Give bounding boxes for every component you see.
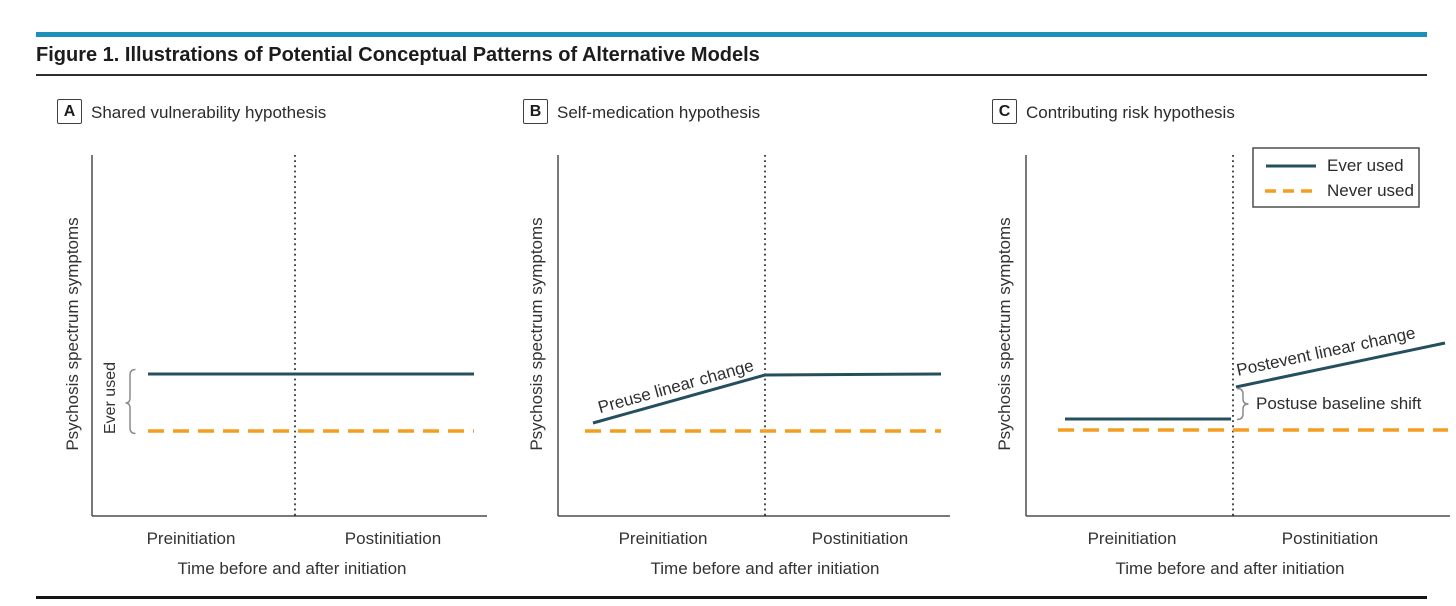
legend-box [1252,147,1420,208]
panel-c-y-axis-label: Psychosis spectrum symptoms [995,217,1014,451]
panel-b-plot [557,155,950,517]
panel-a-bracket-label: Ever used [102,361,119,435]
panel-a-ever-used-brace [125,368,136,435]
panel-a-y-axis-label: Psychosis spectrum symptoms [63,217,82,451]
panel-a-tick-preinitiation: Preinitiation [146,529,236,548]
panel-b-letter-box: B [523,99,548,124]
figure-title: Figure 1. Illustrations of Potential Con… [36,44,760,66]
panel-a-x-axis-label: Time before and after initiation [177,559,407,578]
bottom-divider [36,596,1427,599]
panel-b-tick-postinitiation: Postinitiation [811,529,909,548]
panel-c-x-axis-label: Time before and after initiation [1115,559,1345,578]
panel-c-ever-used-post-line [1235,341,1446,389]
panel-a-tick-postinitiation: Postinitiation [344,529,442,548]
panel-b-y-axis-label: Psychosis spectrum symptoms [527,217,546,451]
panel-b-tick-preinitiation: Preinitiation [618,529,708,548]
panel-c-plot [1025,147,1450,517]
panel-c-tick-postinitiation: Postinitiation [1281,529,1379,548]
legend-label-ever-used: Ever used [1327,156,1404,175]
panel-c-baseline-shift-brace [1236,387,1249,421]
panel-c-postuse-baseline-shift-annotation: Postuse baseline shift [1256,394,1422,413]
panel-b-ever-used-line [592,372,942,425]
panel-c-letter-box: C [992,99,1017,124]
panel-b-title: Self-medication hypothesis [557,103,761,122]
panel-a-title: Shared vulnerability hypothesis [91,103,327,122]
panel-b-x-axis-label: Time before and after initiation [650,559,880,578]
panel-a-plot [91,155,487,517]
panel-c-title: Contributing risk hypothesis [1026,103,1235,122]
panel-a-letter-box: A [57,99,82,124]
title-divider [36,74,1427,76]
panel-c-tick-preinitiation: Preinitiation [1087,529,1177,548]
legend-border [1252,147,1420,208]
legend-label-never-used: Never used [1327,181,1414,200]
accent-bar [36,32,1427,37]
